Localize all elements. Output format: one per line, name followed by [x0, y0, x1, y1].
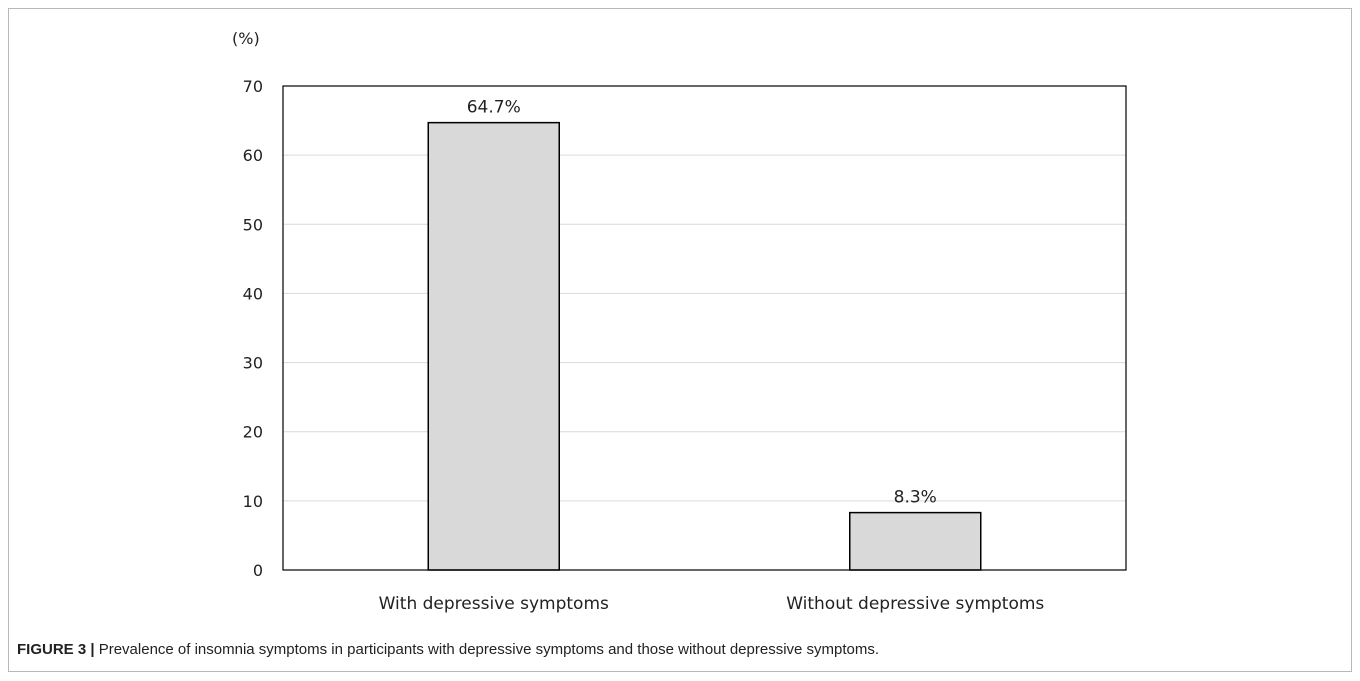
figure-caption: FIGURE 3 | Prevalence of insomnia sympto…	[17, 641, 1337, 658]
y-tick-label: 40	[243, 284, 263, 303]
y-tick-label: 20	[243, 423, 263, 442]
figure-caption-label: FIGURE 3 |	[17, 641, 95, 658]
y-tick-label: 70	[243, 77, 263, 96]
bar	[427, 121, 560, 571]
bar	[849, 511, 982, 571]
data-labels: 64.7% 8.3%	[467, 98, 937, 508]
bars	[427, 121, 982, 571]
x-category-label: Without depressive symptoms	[786, 594, 1044, 614]
y-tick-label: 10	[243, 492, 263, 511]
x-axis-categories: With depressive symptoms Without depressi…	[379, 594, 1045, 614]
y-tick-label: 30	[243, 354, 263, 373]
figure-frame	[8, 8, 1352, 672]
bar-data-label: 8.3%	[894, 488, 937, 508]
x-category-label: With depressive symptoms	[379, 594, 609, 614]
plot-border	[282, 85, 1127, 571]
bar-data-label: 64.7%	[467, 98, 521, 118]
gridlines	[283, 154, 1126, 502]
y-tick-label: 0	[253, 561, 263, 580]
y-tick-label: 60	[243, 146, 263, 165]
y-tick-label: 50	[243, 215, 263, 234]
figure-caption-text: Prevalence of insomnia symptoms in parti…	[94, 641, 880, 658]
y-axis-ticks: 0 10 20 30 40 50 60 70	[243, 77, 263, 580]
y-axis-unit-label: (%)	[232, 29, 260, 48]
